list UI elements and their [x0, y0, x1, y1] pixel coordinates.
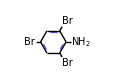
Text: Br: Br [24, 37, 35, 47]
Text: Br: Br [62, 58, 72, 68]
Text: Br: Br [62, 16, 72, 26]
Text: NH$_2$: NH$_2$ [71, 35, 91, 49]
